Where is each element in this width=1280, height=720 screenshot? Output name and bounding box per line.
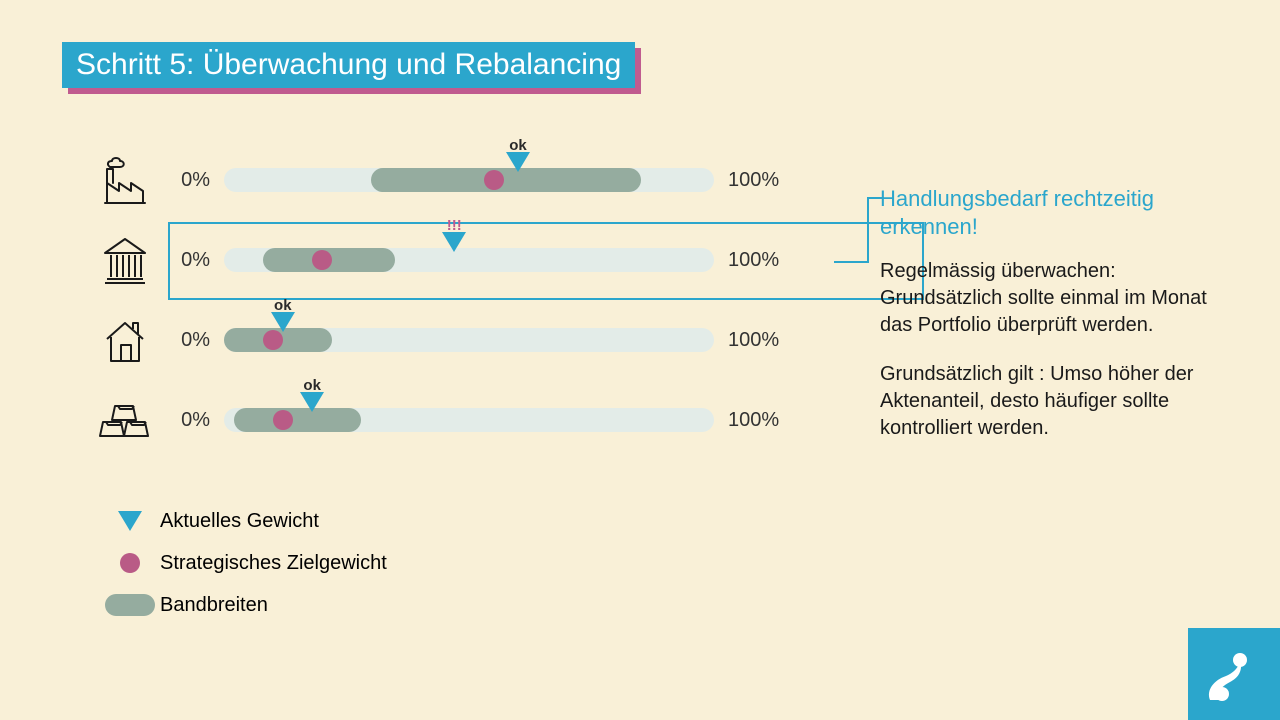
axis-min-label: 0% bbox=[160, 329, 210, 352]
para1-rest: Grundsätzlich sollte einmal im Monat das… bbox=[880, 287, 1207, 336]
legend-row-target: Strategisches Zielgewicht bbox=[100, 542, 387, 584]
target-dot-house bbox=[263, 330, 283, 350]
side-panel: Handlungsbedarf rechtzeitig erkennen! Re… bbox=[880, 185, 1220, 464]
brand-logo bbox=[1188, 628, 1280, 720]
chart-row-factory: 0% ok 100% bbox=[90, 140, 830, 220]
axis-min-label: 0% bbox=[160, 169, 210, 192]
chart-row-bank: 0% !!! 100% bbox=[90, 220, 830, 300]
marker-triangle-icon bbox=[442, 232, 466, 252]
target-dot-factory bbox=[484, 170, 504, 190]
current-marker-factory: ok bbox=[506, 137, 530, 172]
para1-bold: Regelmässig überwachen: bbox=[880, 260, 1116, 282]
legend-band-icon bbox=[100, 594, 160, 616]
legend-triangle-icon bbox=[100, 511, 160, 531]
legend: Aktuelles Gewicht Strategisches Zielgewi… bbox=[100, 500, 387, 626]
axis-min-label: 0% bbox=[160, 249, 210, 272]
status-label: ok bbox=[506, 137, 530, 154]
legend-label-current: Aktuelles Gewicht bbox=[160, 510, 319, 533]
target-dot-bank bbox=[312, 250, 332, 270]
bar-track-bank: !!! bbox=[224, 248, 714, 272]
callout-connector bbox=[834, 190, 884, 270]
chart-row-house: 0% ok 100% bbox=[90, 300, 830, 380]
marker-triangle-icon bbox=[271, 312, 295, 332]
page-title-wrap: Schritt 5: Überwachung und Rebalancing S… bbox=[62, 42, 635, 88]
house-icon bbox=[90, 315, 160, 365]
side-paragraph-1: Regelmässig überwachen: Grundsätzlich so… bbox=[880, 258, 1220, 339]
page-title: Schritt 5: Überwachung und Rebalancing bbox=[62, 42, 635, 88]
axis-max-label: 100% bbox=[728, 169, 788, 192]
para2-bold: Grundsätzlich gilt : bbox=[880, 363, 1045, 385]
axis-max-label: 100% bbox=[728, 329, 788, 352]
legend-row-current: Aktuelles Gewicht bbox=[100, 500, 387, 542]
bar-track-house: ok bbox=[224, 328, 714, 352]
bar-track-factory: ok bbox=[224, 168, 714, 192]
band-gold bbox=[234, 408, 361, 432]
status-label: ok bbox=[300, 377, 324, 394]
axis-min-label: 0% bbox=[160, 409, 210, 432]
bar-track-gold: ok bbox=[224, 408, 714, 432]
status-label: ok bbox=[271, 297, 295, 314]
legend-label-band: Bandbreiten bbox=[160, 594, 268, 617]
gold-bars-icon bbox=[90, 400, 160, 440]
side-heading: Handlungsbedarf rechtzeitig erkennen! bbox=[880, 185, 1220, 240]
current-marker-gold: ok bbox=[300, 377, 324, 412]
axis-max-label: 100% bbox=[728, 409, 788, 432]
chart-area: 0% ok 100% 0% !!! bbox=[90, 140, 830, 460]
factory-icon bbox=[90, 155, 160, 205]
axis-max-label: 100% bbox=[728, 249, 788, 272]
legend-label-target: Strategisches Zielgewicht bbox=[160, 552, 387, 575]
legend-dot-icon bbox=[100, 553, 160, 573]
current-marker-bank: !!! bbox=[442, 217, 466, 252]
marker-triangle-icon bbox=[300, 392, 324, 412]
chart-row-gold: 0% ok 100% bbox=[90, 380, 830, 460]
current-marker-house: ok bbox=[271, 297, 295, 332]
target-dot-gold bbox=[273, 410, 293, 430]
marker-triangle-icon bbox=[506, 152, 530, 172]
bank-icon bbox=[90, 235, 160, 285]
legend-row-band: Bandbreiten bbox=[100, 584, 387, 626]
side-paragraph-2: Grundsätzlich gilt : Umso höher der Akte… bbox=[880, 361, 1220, 442]
